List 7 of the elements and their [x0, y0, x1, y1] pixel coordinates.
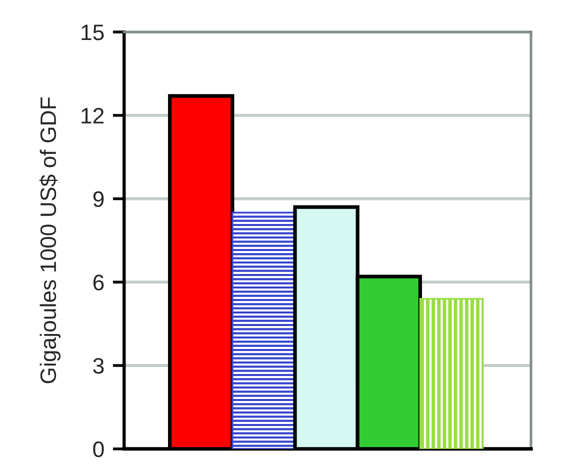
y-tick-label: 9 [93, 191, 104, 208]
y-tick-label: 0 [93, 441, 104, 458]
y-tick-label: 15 [82, 24, 104, 40]
y-axis-title: Gigajoules 1000 US$ of GDF [39, 97, 61, 384]
y-tick-label: 6 [93, 274, 104, 290]
y-tick-label: 3 [93, 358, 104, 374]
y-tick-label: 12 [82, 108, 104, 124]
